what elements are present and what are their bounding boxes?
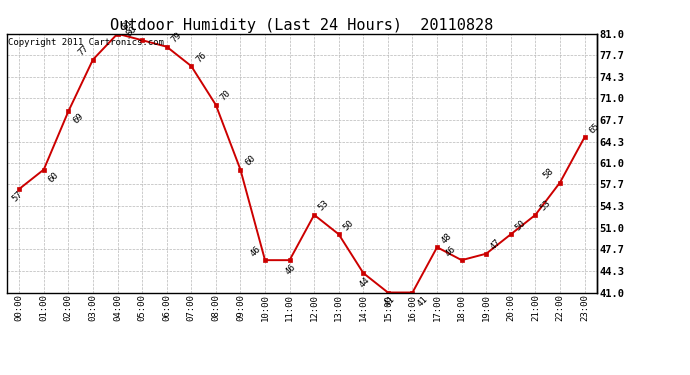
- Text: 46: 46: [444, 244, 457, 258]
- Text: Copyright 2011 Cartronics.com: Copyright 2011 Cartronics.com: [8, 38, 164, 46]
- Text: 81: 81: [120, 18, 135, 32]
- Text: 60: 60: [243, 153, 257, 167]
- Text: 46: 46: [284, 262, 298, 276]
- Text: 77: 77: [77, 44, 90, 57]
- Title: Outdoor Humidity (Last 24 Hours)  20110828: Outdoor Humidity (Last 24 Hours) 2011082…: [110, 18, 493, 33]
- Text: 57: 57: [11, 189, 25, 204]
- Text: 48: 48: [440, 231, 454, 245]
- Text: 70: 70: [219, 89, 233, 103]
- Text: 44: 44: [358, 275, 372, 289]
- Text: 58: 58: [542, 166, 556, 180]
- Text: 65: 65: [587, 121, 601, 135]
- Text: 50: 50: [513, 218, 528, 232]
- Text: 41: 41: [415, 294, 429, 308]
- Text: 69: 69: [71, 112, 85, 126]
- Text: 80: 80: [124, 24, 138, 38]
- Text: 46: 46: [248, 244, 262, 258]
- Text: 53: 53: [538, 199, 552, 213]
- Text: 50: 50: [342, 218, 355, 232]
- Text: 41: 41: [382, 294, 396, 308]
- Text: 79: 79: [170, 30, 184, 45]
- Text: 76: 76: [194, 50, 208, 64]
- Text: 53: 53: [317, 199, 331, 213]
- Text: 60: 60: [46, 170, 61, 184]
- Text: 47: 47: [489, 237, 503, 252]
